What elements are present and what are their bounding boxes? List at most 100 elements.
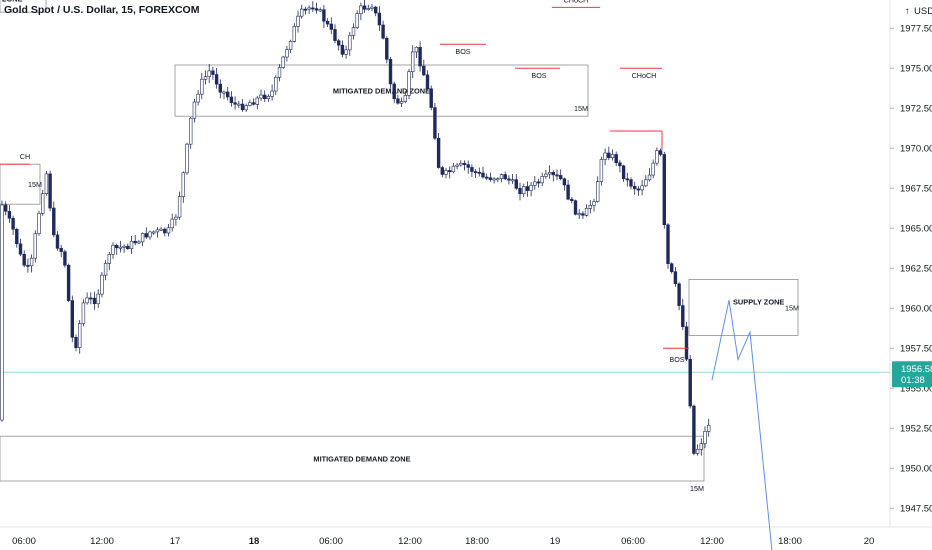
candles xyxy=(0,0,711,456)
last-price-value: 1956.58 xyxy=(901,364,932,375)
structure-mark[interactable]: BOS xyxy=(440,43,486,56)
candle-body-up xyxy=(107,254,112,264)
candle xyxy=(692,404,696,456)
candle-body-down xyxy=(681,305,685,328)
candle-body-down xyxy=(477,171,481,174)
candle xyxy=(388,56,393,89)
candle xyxy=(111,242,115,259)
zone-timeframe: 15M xyxy=(690,484,704,493)
candle-body-up xyxy=(137,241,141,244)
candle xyxy=(607,146,611,161)
candle xyxy=(507,175,511,185)
countdown: 01:38 xyxy=(901,375,925,386)
candle-body-up xyxy=(148,231,152,238)
x-tick-label: 06:00 xyxy=(621,536,645,547)
y-tick-label: 1967.50 xyxy=(900,184,932,195)
x-tick-label: 18:00 xyxy=(778,536,802,547)
projection-line[interactable] xyxy=(711,300,773,550)
candle xyxy=(414,46,419,58)
zone-box[interactable]: 15M xyxy=(0,163,42,205)
candle-body-down xyxy=(15,228,19,245)
candle-body-up xyxy=(33,233,38,259)
candle xyxy=(122,244,126,253)
candle xyxy=(159,227,163,231)
time-axis[interactable]: 06:00 12:00 17 18 06:00 12:00 18:00 19 06:00 12:0… xyxy=(12,536,874,547)
candle xyxy=(647,168,652,182)
currency-label[interactable]: ↑ USD xyxy=(905,6,932,17)
candle-body-down xyxy=(677,283,681,306)
candle-body-up xyxy=(584,208,589,216)
candle xyxy=(662,151,667,229)
zone-label: MITIGATED DEMAND ZONE xyxy=(333,87,430,96)
candle xyxy=(218,79,222,99)
structure-mark[interactable]: CH xyxy=(0,152,30,165)
candle xyxy=(355,10,359,30)
candle xyxy=(52,201,56,238)
zone-label: SUPPLY ZONE xyxy=(733,297,784,306)
candle-body-up xyxy=(640,185,644,191)
chart-title: Gold Spot / U.S. Dollar, 15, FOREXCOM xyxy=(4,4,200,16)
candle xyxy=(451,163,456,174)
candle-body-up xyxy=(255,97,259,105)
y-tick-label: 1955.00 xyxy=(900,384,932,395)
candle xyxy=(488,172,493,182)
candle-body-up xyxy=(399,101,404,104)
candle-body-down xyxy=(229,96,234,103)
candle-body-up xyxy=(292,26,296,42)
candle-body-down xyxy=(55,234,60,249)
candle xyxy=(137,239,141,245)
candle xyxy=(85,292,89,305)
candle xyxy=(595,176,600,203)
candle-body-up xyxy=(455,164,459,167)
x-tick-label: 17 xyxy=(170,536,181,547)
candle xyxy=(681,298,685,331)
candle xyxy=(192,98,197,123)
candle xyxy=(66,263,71,302)
candle-body-up xyxy=(170,218,174,229)
candle xyxy=(74,334,78,352)
structure-annotations: BOSCHoCHBOSBOSBOSCHoCHCHoCHBOSCH xyxy=(0,0,689,364)
candle-body-down xyxy=(669,263,674,272)
structure-mark[interactable]: CHoCH xyxy=(552,0,600,8)
structure-mark[interactable]: BOS xyxy=(515,67,560,80)
candle xyxy=(536,178,541,188)
candle-body-up xyxy=(174,216,178,220)
x-tick-label: 19 xyxy=(550,536,561,547)
structure-mark[interactable]: CHoCH xyxy=(620,67,662,80)
zone-box[interactable]: MITIGATED DEMAND ZONE 15M xyxy=(0,435,705,493)
candle-body-up xyxy=(403,95,407,102)
candle-body-up xyxy=(29,257,34,267)
candle-body-up xyxy=(259,94,263,99)
candle xyxy=(81,299,86,327)
candle-body-down xyxy=(52,207,56,236)
structure-mark[interactable]: BOS xyxy=(663,347,689,364)
price-axis[interactable]: 1947.50 1950.00 1952.50 1955.00 1957.50 1960.… xyxy=(890,24,932,515)
candle-body-up xyxy=(100,274,104,295)
candle xyxy=(514,174,519,190)
structure-label: BOS xyxy=(669,355,684,364)
candle-body-up xyxy=(177,196,182,218)
candle xyxy=(603,148,607,166)
candle xyxy=(592,198,596,212)
candle-body-up xyxy=(155,229,160,233)
candle xyxy=(618,159,622,173)
candle-body-up xyxy=(359,5,363,14)
candle-body-down xyxy=(251,102,256,105)
candle-body-down xyxy=(218,83,222,93)
candle xyxy=(547,165,552,179)
candle-body-down xyxy=(684,326,689,360)
candle xyxy=(189,117,193,149)
candle-body-up xyxy=(296,15,300,27)
candle-body-down xyxy=(614,154,618,164)
candle-body-down xyxy=(4,204,8,212)
candle-body-up xyxy=(307,7,311,10)
zone-box[interactable]: ZONE xyxy=(0,0,47,13)
candle-body-up xyxy=(118,246,123,249)
candle xyxy=(262,90,267,103)
candle-body-down xyxy=(573,200,578,215)
zone-box[interactable]: MITIGATED DEMAND ZONE 15M xyxy=(174,64,589,117)
